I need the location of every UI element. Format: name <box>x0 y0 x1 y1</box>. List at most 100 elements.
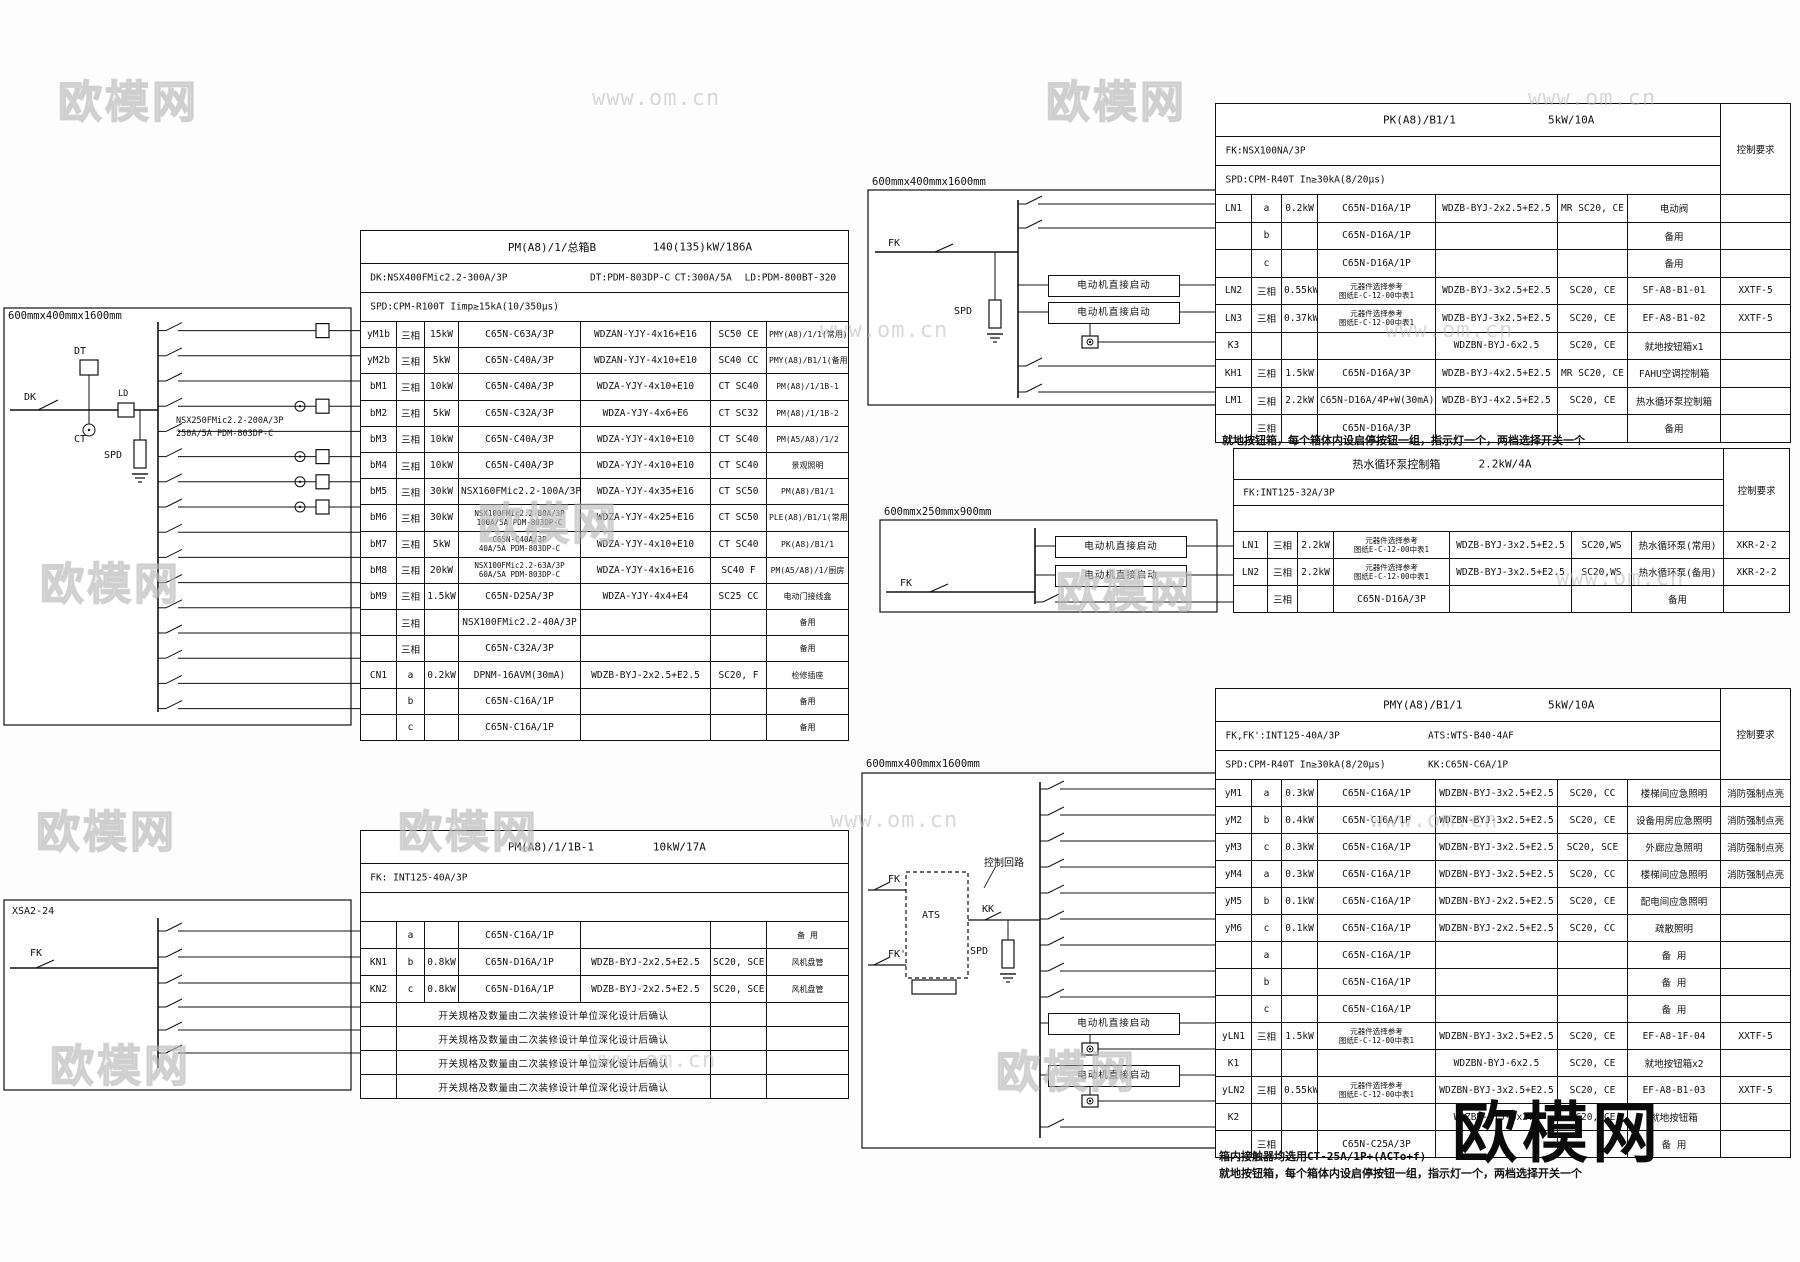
cell: 0.8kW <box>424 975 459 1003</box>
panel5-spd-label: SPD <box>970 946 989 957</box>
panel-rating: 10kW/17A <box>652 840 706 854</box>
cell: C65N-C16A/1P <box>1317 968 1436 996</box>
cell: 备用 <box>1626 249 1722 278</box>
cell <box>1557 941 1628 969</box>
cell: WDZBN-BYJ-2x2.5+E2.5 <box>1435 914 1558 942</box>
cell: 楼梯间应急照明 <box>1626 779 1722 807</box>
table-row: 开关规格及数量由二次装修设计单位深化设计后确认 <box>360 1050 850 1075</box>
panel-title: PM(A8)/1/1B-1 <box>507 840 595 854</box>
table-row: CN1 a 0.2kW DPNM-16AVM(30mA) WDZB-BYJ-2x2.5+… <box>360 661 850 689</box>
cell: SC20, CE <box>1557 1103 1628 1131</box>
deferred-design-note: 开关规格及数量由二次装修设计单位深化设计后确认 <box>396 1074 711 1099</box>
table-row: a C65N-C16A/1P 备 用 <box>360 921 850 949</box>
cell: 10kW <box>424 451 459 480</box>
cell: C65N-C16A/1P <box>1317 941 1436 969</box>
cell: EF-A8-B1-02 <box>1626 304 1722 333</box>
cell <box>710 609 767 637</box>
cell: SC20, CE <box>1557 1076 1628 1104</box>
cell: 0.55kW <box>1281 1076 1318 1104</box>
cell: SC20, CC <box>1557 779 1628 807</box>
table-row: bM5 三相 30kW NSX160FMic2.2-100A/3P WDZA-YJY-4… <box>360 478 850 506</box>
deferred-design-note: 开关规格及数量由二次装修设计单位深化设计后确认 <box>396 1050 711 1075</box>
cell <box>1720 941 1792 969</box>
cell: K2 <box>1215 1103 1252 1131</box>
cell: WDZA-YJY-4x10+E10 <box>580 451 711 480</box>
cell: 景观照明 <box>765 451 850 480</box>
panel-title: PK(A8)/B1/1 <box>1383 113 1456 127</box>
cell: 配电间应急照明 <box>1626 887 1722 915</box>
panel-rating: 5kW/10A <box>1548 113 1595 127</box>
cell: c <box>1251 249 1282 278</box>
cell: LN2 <box>1215 276 1252 305</box>
motor-direct-start-box: 电动机直接启动 <box>1048 1013 1180 1035</box>
cell: b <box>1251 806 1282 834</box>
cell: yM1b <box>360 320 397 349</box>
panel-info: DT:PDM-803DP-C <box>590 272 671 284</box>
cell: 三相 <box>396 635 425 663</box>
cell: WDZBN-BYJ-3x2.5+E2.5 <box>1435 1076 1558 1104</box>
cell: C65N-D16A/3P <box>1317 359 1436 388</box>
cell: 元器件选择参考 图纸E-C-12-00中表1 <box>1317 304 1436 333</box>
cell <box>1720 221 1792 250</box>
cell <box>710 635 767 663</box>
cell: C65N-C16A/1P <box>458 921 581 949</box>
cell: CT SC50 <box>710 478 767 506</box>
cell <box>1720 359 1792 388</box>
cell: PK(A8)/B1/1 <box>765 530 850 558</box>
cell: SC20, CE <box>1557 276 1628 305</box>
cell <box>1557 249 1628 278</box>
cell: KN2 <box>360 975 397 1003</box>
cell: WDZAN-YJY-4x10+E10 <box>580 347 711 375</box>
table-pmy-a8-b1-1: PMY(A8)/B1/1 5kW/10A 控制要求 FK,FK':INT125-40A… <box>1214 688 1792 1158</box>
cell: 备用 <box>1626 221 1722 250</box>
cell: CN1 <box>360 661 397 689</box>
panel-title: 热水循环泵控制箱 <box>1352 458 1441 471</box>
cell: WDZB-BYJ-3x2.5+E2.5 <box>1435 304 1558 333</box>
cell: yLN1 <box>1215 1022 1252 1050</box>
panel1-dt-label: DT <box>74 346 87 357</box>
cell: 电动门接线盒 <box>765 582 850 611</box>
cell: C65N-C32A/3P <box>458 399 581 427</box>
cell: WDZA-YJY-4x10+E10 <box>580 373 711 401</box>
table-row: 开关规格及数量由二次装修设计单位深化设计后确认 <box>360 1074 850 1099</box>
cell: bM9 <box>360 582 397 611</box>
cell <box>1720 249 1792 278</box>
cell: bM3 <box>360 425 397 453</box>
cell <box>1281 941 1318 969</box>
cell: 1.5kW <box>1281 359 1318 388</box>
table-row: yM5 b 0.1kW C65N-C16A/1P WDZBN-BYJ-2x2.5+E2.… <box>1215 887 1792 915</box>
cell <box>360 713 397 742</box>
cell: LN3 <box>1215 304 1252 333</box>
panel-info: DK:NSX400FMic2.2-300A/3P <box>370 272 508 284</box>
note-pk-local-button-box: 就地按钮箱，每个箱体内设启停按钮一组，指示灯一个，两档选择开关一个 <box>1222 434 1585 447</box>
cell: 备 用 <box>1626 1130 1722 1158</box>
cell <box>1720 331 1792 360</box>
cell: WDZBN-BYJ-6x2.5 <box>1435 1103 1558 1131</box>
table-pk-a8-b1-1: PK(A8)/B1/1 5kW/10A 控制要求 FK:NSX100NA/3P SPD:… <box>1214 103 1792 443</box>
cell: 备 用 <box>1626 995 1722 1023</box>
cell <box>1720 194 1792 223</box>
table-row: LN3 三相 0.37kW 元器件选择参考 图纸E-C-12-00中表1 WDZB-BY… <box>1215 304 1792 333</box>
cell: 0.2kW <box>1281 194 1318 223</box>
cell: 三相 <box>1267 585 1298 613</box>
cell: XXTF-5 <box>1720 1022 1792 1050</box>
cell: a <box>396 661 425 689</box>
cell: C65N-C40A/3P <box>458 451 581 480</box>
cell: C65N-D16A/1P <box>1317 221 1436 250</box>
table-row: a C65N-C16A/1P 备 用 <box>1215 941 1792 969</box>
table-row: bM9 三相 1.5kW C65N-D25A/3P WDZA-YJY-4x4+E4 SC2… <box>360 582 850 611</box>
cell: b <box>1251 221 1282 250</box>
cell: PM(A5/A8)/1/2 <box>765 425 850 453</box>
cell: SC50 CE <box>710 320 767 349</box>
cell: b <box>396 948 425 976</box>
control-requirement-header: 控制要求 <box>1723 448 1791 532</box>
cell <box>1720 968 1792 996</box>
cell: 三相 <box>396 582 425 611</box>
motor-direct-start-box: 电动机直接启动 <box>1048 302 1180 324</box>
cell: SC20, CE <box>1557 1049 1628 1077</box>
panel5-fk-label: FK <box>888 874 901 885</box>
cell: WDZBN-BYJ-3x2.5+E2.5 <box>1435 860 1558 888</box>
table-row: yM6 c 0.1kW C65N-C16A/1P WDZBN-BYJ-2x2.5+E2.… <box>1215 914 1792 942</box>
cell: 5kW <box>424 530 459 558</box>
cell: PMY(A8)/B1/1(备用) <box>765 347 850 375</box>
